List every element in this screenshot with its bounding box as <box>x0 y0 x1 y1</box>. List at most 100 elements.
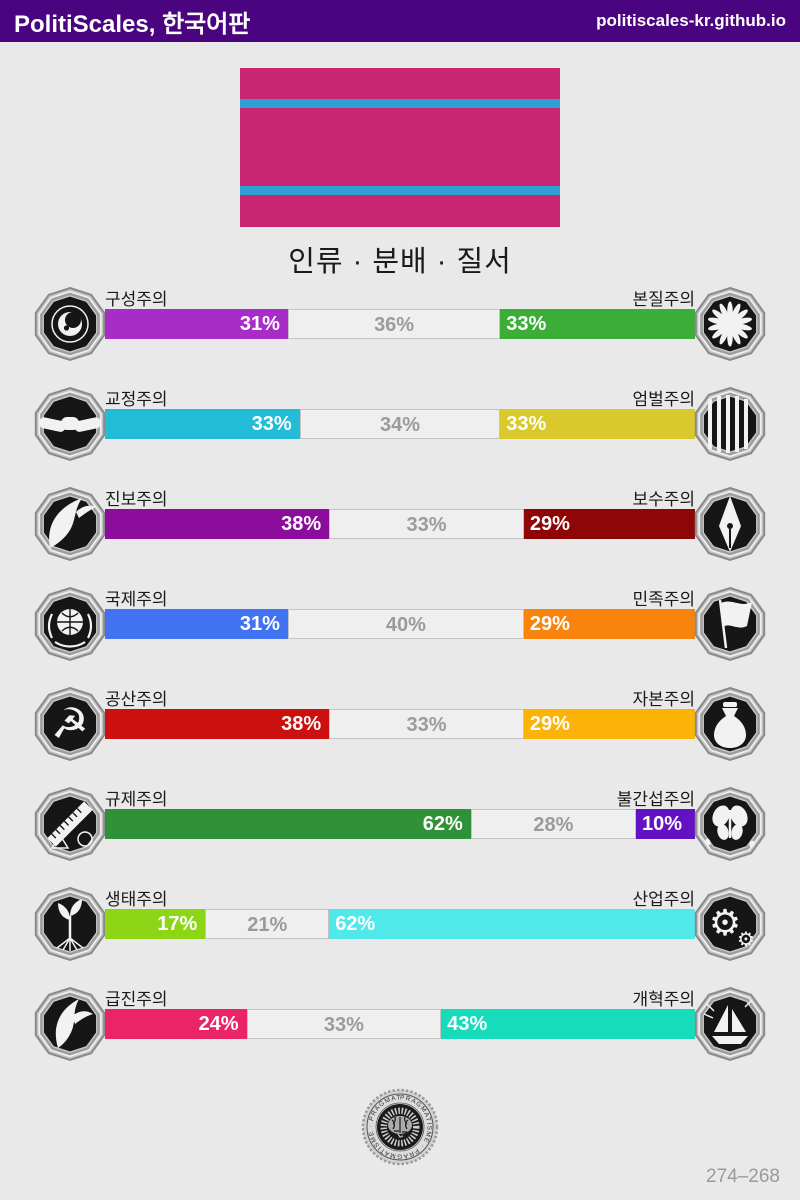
axis-right-badge <box>692 486 768 562</box>
ruler-shapes-icon <box>34 786 106 862</box>
gears-icon: ⚙ ⚙ <box>694 886 766 962</box>
axis-left-badge <box>32 586 108 662</box>
axis-right-badge <box>692 586 768 662</box>
axis-bar: 31% 36% 33% <box>105 309 695 339</box>
axis-neutral-segment: 33% <box>329 709 524 739</box>
axis-left-label: 급진주의 <box>105 990 168 1009</box>
axis-left-label: 국제주의 <box>105 590 168 609</box>
axis-left-label: 교정주의 <box>105 390 168 409</box>
hammer-sickle-icon: ☭ <box>34 686 106 762</box>
axis-left-segment: 31% <box>105 609 288 639</box>
pen-nib-icon <box>694 486 766 562</box>
money-bag-icon <box>694 686 766 762</box>
axis-left-badge <box>32 286 108 362</box>
axis-bar: 38% 33% 29% <box>105 709 695 739</box>
axis-right-badge <box>692 986 768 1062</box>
axis-row: 생태주의 산업주의 17% 21% 62% ⚙ ⚙ <box>0 885 800 985</box>
axis-bar: 33% 34% 33% <box>105 409 695 439</box>
header-bar: PolitiScales, 한국어판 politiscales-kr.githu… <box>0 0 800 42</box>
axis-left-segment: 62% <box>105 809 471 839</box>
axis-row: 구성주의 본질주의 31% 36% 33% <box>0 285 800 385</box>
axis-right-segment: 33% <box>500 309 695 339</box>
axis-right-badge: ⚙ ⚙ <box>692 886 768 962</box>
axis-neutral-segment: 36% <box>287 309 501 339</box>
axis-left-label: 구성주의 <box>105 290 168 309</box>
sailboat-icon <box>694 986 766 1062</box>
globe-laurel-icon <box>34 586 106 662</box>
chrysanthemum-icon <box>694 286 766 362</box>
axis-right-label: 엄벌주의 <box>632 390 695 409</box>
pragmatism-seal: PRAGMATISME · PRAGMATISME · PRAGMATISME <box>357 1082 440 1167</box>
axis-bar: 38% 33% 29% <box>105 509 695 539</box>
axis-bar: 17% 21% 62% <box>105 909 695 939</box>
axis-right-label: 민족주의 <box>632 590 695 609</box>
axis-bar: 62% 28% 10% <box>105 809 695 839</box>
axis-right-segment: 10% <box>635 809 695 839</box>
axis-right-label: 보수주의 <box>632 490 695 509</box>
rising-bird-icon <box>34 986 106 1062</box>
axis-neutral-segment: 33% <box>246 1009 442 1039</box>
butterflies-icon <box>694 786 766 862</box>
axis-left-segment: 17% <box>105 909 206 939</box>
axis-row: 국제주의 민족주의 31% 40% 29% <box>0 585 800 685</box>
characteristics-title: 인류 · 분배 · 질서 <box>288 246 512 278</box>
svg-text:⚙: ⚙ <box>737 927 755 951</box>
axis-left-label: 규제주의 <box>105 790 168 809</box>
hand-releasing-bird-icon <box>34 486 106 562</box>
axis-bar: 24% 33% 43% <box>105 1009 695 1039</box>
axis-neutral-segment: 34% <box>299 409 501 439</box>
flag-stripe <box>240 186 560 195</box>
axis-left-badge <box>32 986 108 1062</box>
axis-left-badge: ☭ <box>32 686 108 762</box>
axis-row: 급진주의 개혁주의 24% 33% 43% <box>0 985 800 1085</box>
axis-right-label: 본질주의 <box>632 290 695 309</box>
axis-left-segment: 24% <box>105 1009 247 1039</box>
axis-right-segment: 29% <box>523 709 695 739</box>
axis-right-badge <box>692 286 768 362</box>
axis-right-label: 개혁주의 <box>632 990 695 1009</box>
axis-right-label: 산업주의 <box>632 890 695 909</box>
axis-neutral-segment: 33% <box>329 509 524 539</box>
axis-left-badge <box>32 386 108 462</box>
axis-right-segment: 29% <box>523 509 695 539</box>
axis-right-segment: 33% <box>500 409 695 439</box>
axis-neutral-segment: 28% <box>470 809 636 839</box>
eye-spiral-icon <box>34 286 106 362</box>
axis-neutral-segment: 40% <box>287 609 524 639</box>
axis-left-badge <box>32 886 108 962</box>
axis-right-badge <box>692 786 768 862</box>
prison-bars-icon <box>694 386 766 462</box>
svg-text:☭: ☭ <box>51 699 89 748</box>
axis-row: ☭ 공산주의 자본주의 38% 33% 29% <box>0 685 800 785</box>
axis-right-segment: 29% <box>523 609 695 639</box>
result-code: 274–268 <box>706 1166 780 1187</box>
axis-right-segment: 43% <box>441 1009 695 1039</box>
axis-row: 규제주의 불간섭주의 62% 28% 10% <box>0 785 800 885</box>
sprouting-tree-icon <box>34 886 106 962</box>
axis-row: 교정주의 엄벌주의 33% 34% 33% <box>0 385 800 485</box>
axis-left-segment: 38% <box>105 709 330 739</box>
app-title: PolitiScales, 한국어판 <box>14 10 251 38</box>
result-flag <box>240 68 560 227</box>
axis-neutral-segment: 21% <box>205 909 330 939</box>
axis-left-label: 공산주의 <box>105 690 168 709</box>
axis-left-segment: 33% <box>105 409 300 439</box>
axis-right-badge <box>692 686 768 762</box>
axis-left-segment: 31% <box>105 309 288 339</box>
axis-left-segment: 38% <box>105 509 330 539</box>
site-link[interactable]: politiscales-kr.github.io <box>596 11 786 30</box>
axis-left-badge <box>32 486 108 562</box>
axis-left-badge <box>32 786 108 862</box>
axis-left-label: 진보주의 <box>105 490 168 509</box>
axis-bar: 31% 40% 29% <box>105 609 695 639</box>
axis-right-label: 자본주의 <box>632 690 695 709</box>
axis-right-badge <box>692 386 768 462</box>
axis-right-label: 불간섭주의 <box>616 790 695 809</box>
flag-stripe <box>240 99 560 108</box>
axis-left-label: 생태주의 <box>105 890 168 909</box>
axis-row: 진보주의 보수주의 38% 33% 29% <box>0 485 800 585</box>
handshake-icon <box>34 386 106 462</box>
pragmatism-brain-seal-icon: PRAGMATISME · PRAGMATISME · PRAGMATISME <box>357 1082 439 1166</box>
svg-text:⚙: ⚙ <box>709 903 741 944</box>
